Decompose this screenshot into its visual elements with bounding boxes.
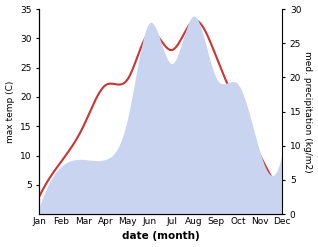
X-axis label: date (month): date (month): [122, 231, 200, 242]
Y-axis label: med. precipitation (kg/m2): med. precipitation (kg/m2): [303, 51, 313, 172]
Y-axis label: max temp (C): max temp (C): [5, 80, 15, 143]
